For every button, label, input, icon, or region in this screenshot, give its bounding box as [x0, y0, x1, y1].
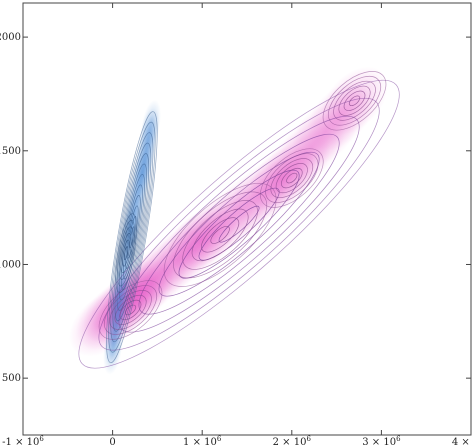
- density-layer: [69, 66, 388, 375]
- x-tick-label: -1 × 106: [2, 435, 44, 447]
- pink-peak-contour: [322, 71, 387, 131]
- blue-peak-contour: [118, 226, 134, 280]
- y-tick-label: 1500: [0, 146, 21, 157]
- x-tick-label: 1 × 106: [183, 435, 222, 447]
- blue-peak-contour: [117, 219, 136, 287]
- blue-contour: [123, 194, 141, 280]
- blue-contour: [106, 111, 158, 364]
- y-tick-label: 1000: [0, 259, 21, 270]
- pink-peak-contour: [275, 163, 308, 194]
- pink-peak-contour: [191, 208, 249, 262]
- pink-peak-contour: [260, 148, 324, 208]
- pink-contour: [98, 97, 380, 351]
- plot-frame: [22, 2, 472, 436]
- x-tick-label: 4 × 106: [452, 435, 474, 447]
- pink-peak-contour: [280, 167, 303, 189]
- pink-contour: [78, 79, 400, 369]
- blue-peak-contour: [123, 246, 129, 261]
- y-tick-label: 2000: [0, 32, 21, 43]
- pink-peak-contour: [182, 200, 258, 270]
- x-tick-label: 2 × 106: [273, 435, 312, 447]
- pink-peak-contour: [333, 80, 376, 121]
- blue-contour: [127, 215, 137, 259]
- pink-peak-contour: [201, 217, 240, 253]
- pink-peak-contour: [124, 304, 137, 316]
- pink-contour: [198, 187, 280, 261]
- pink-peak-contour: [265, 153, 319, 203]
- pink-peak-contour: [338, 85, 371, 116]
- pink-contour: [138, 133, 340, 315]
- blue-contour: [116, 163, 148, 311]
- pink-peak-contour: [210, 225, 230, 244]
- pink-peak-contour: [270, 158, 314, 198]
- blue-contour: [114, 153, 150, 322]
- density-blob: [321, 66, 388, 136]
- pink-peak-contour: [348, 95, 361, 107]
- blue-contour: [108, 121, 156, 353]
- x-tick-label: 0: [109, 437, 115, 447]
- pink-peak-contour: [343, 90, 366, 111]
- contour-layer: [78, 71, 400, 369]
- blue-peak-contour: [115, 213, 137, 293]
- y-axis: 500 1000 1500 2000: [0, 32, 471, 384]
- x-axis: -1 × 106 0 1 × 106 2 × 106 3 × 106 4 × 106: [2, 3, 474, 447]
- pink-peak-contour: [286, 172, 298, 184]
- blue-contour: [110, 132, 154, 343]
- pink-peak-contour: [173, 191, 268, 279]
- blue-peak-contour: [120, 233, 132, 274]
- pink-peak-contour: [114, 294, 147, 325]
- pink-peak-contour: [163, 182, 277, 287]
- blue-contour: [125, 205, 139, 269]
- y-tick-label: 500: [2, 373, 21, 384]
- blue-peak-contour: [122, 239, 130, 267]
- pink-peak-contour: [328, 75, 382, 126]
- x-tick-label: 3 × 106: [362, 435, 401, 447]
